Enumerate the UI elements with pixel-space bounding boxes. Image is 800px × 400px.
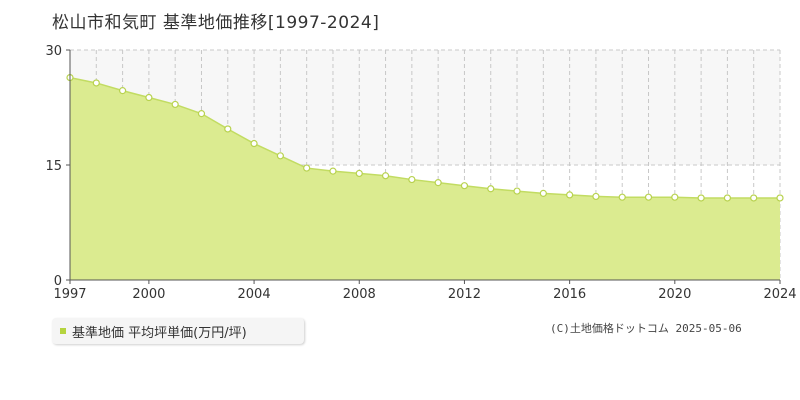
credit-text: (C)土地価格ドットコム 2025-05-06 bbox=[550, 322, 742, 335]
data-point bbox=[644, 193, 653, 201]
legend: 基準地価 平均坪単価(万円/坪) bbox=[52, 318, 304, 344]
legend-swatch bbox=[60, 328, 66, 334]
x-tick-label: 2016 bbox=[553, 287, 586, 302]
data-point bbox=[671, 193, 679, 201]
data-point bbox=[250, 139, 258, 148]
x-tick-label: 2020 bbox=[658, 287, 691, 302]
data-point bbox=[434, 179, 442, 187]
data-point bbox=[460, 182, 469, 190]
x-tick-label: 2012 bbox=[448, 287, 481, 302]
x-tick-label: 2008 bbox=[343, 287, 376, 302]
data-point bbox=[592, 192, 600, 201]
x-tick-label: 1997 bbox=[53, 287, 86, 302]
data-point bbox=[566, 191, 574, 199]
data-point bbox=[355, 169, 363, 178]
x-tick-label: 2024 bbox=[763, 287, 796, 302]
data-point bbox=[408, 175, 416, 184]
data-point bbox=[145, 93, 153, 102]
y-tick-label: 15 bbox=[45, 159, 62, 174]
data-point bbox=[303, 164, 311, 172]
data-point bbox=[381, 172, 390, 180]
chart-title: 松山市和気町 基準地価推移[1997-2024] bbox=[52, 13, 380, 33]
data-point bbox=[776, 194, 784, 202]
data-point bbox=[750, 194, 758, 202]
data-point bbox=[276, 152, 284, 160]
data-point bbox=[118, 87, 127, 95]
x-tick-label: 2000 bbox=[132, 287, 165, 302]
axes: 0 15 30 1997 2000 2004 2008 2012 2016 2020 2024 bbox=[45, 44, 796, 302]
data-point bbox=[224, 125, 232, 133]
legend-label: 基準地価 平均坪単価(万円/坪) bbox=[72, 325, 247, 341]
series-layer bbox=[66, 73, 784, 280]
data-point bbox=[171, 100, 179, 109]
series-line bbox=[69, 76, 780, 199]
data-point bbox=[513, 187, 521, 195]
x-tick-label: 2004 bbox=[238, 287, 271, 302]
y-tick-label: 0 bbox=[54, 274, 62, 289]
data-point bbox=[697, 194, 705, 202]
data-point bbox=[197, 110, 206, 118]
series-area bbox=[70, 77, 780, 280]
data-point bbox=[92, 79, 100, 87]
data-point bbox=[618, 193, 626, 201]
y-tick-label: 30 bbox=[45, 44, 62, 59]
data-point bbox=[487, 185, 495, 193]
data-point bbox=[539, 189, 547, 197]
data-point bbox=[329, 167, 337, 175]
data-point bbox=[723, 194, 732, 202]
